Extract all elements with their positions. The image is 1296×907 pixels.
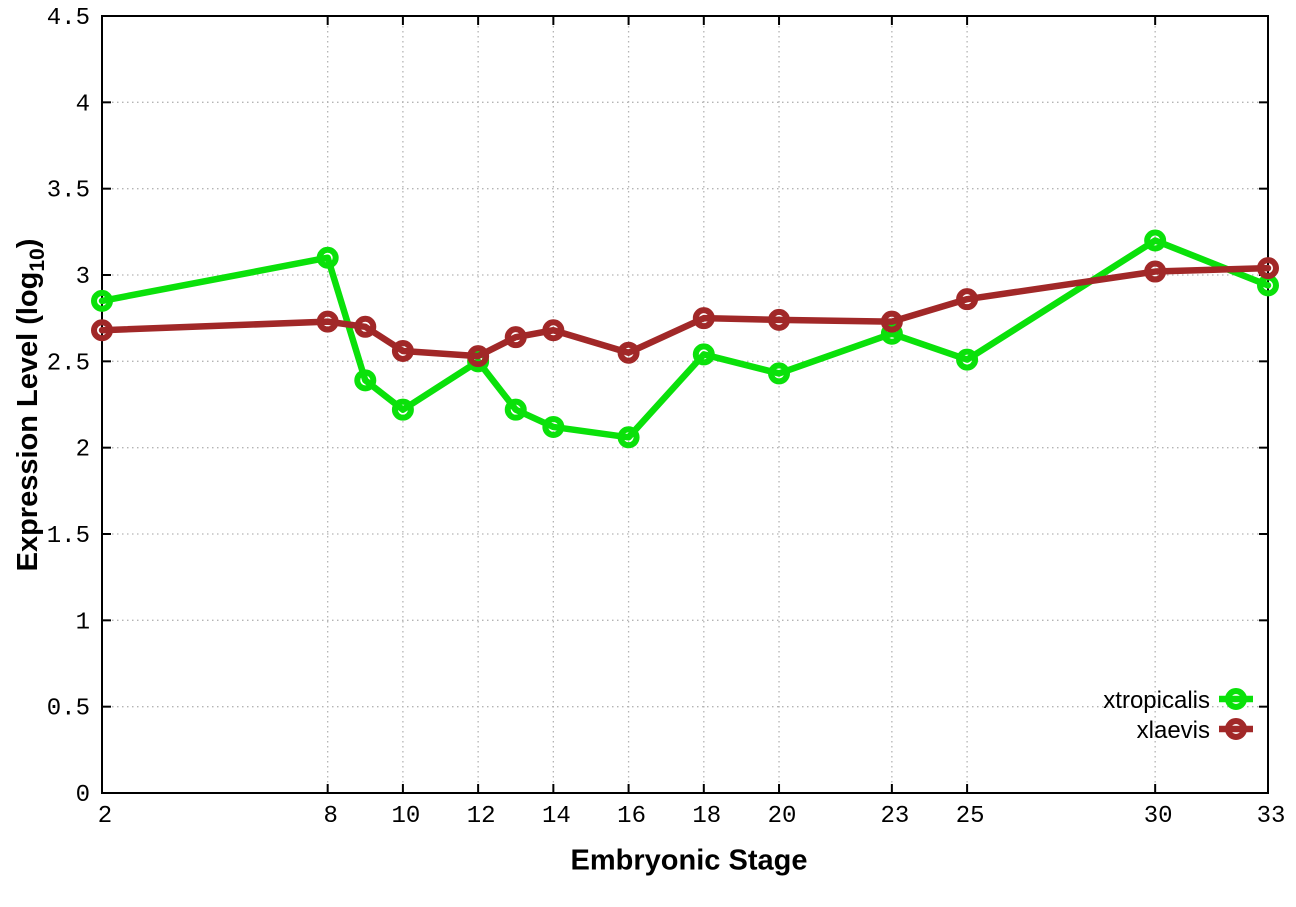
y-axis-title: Expression Level (log10) xyxy=(12,239,50,572)
data-point-xlaevis xyxy=(692,307,715,330)
data-point-xlaevis xyxy=(504,326,527,349)
data-point-xlaevis xyxy=(1257,257,1279,280)
data-point-xlaevis xyxy=(391,339,414,362)
data-point-xlaevis xyxy=(768,308,791,331)
x-tick-label: 23 xyxy=(880,803,909,830)
y-axis-title-suffix: ) xyxy=(12,238,45,249)
y-tick-label: 0 xyxy=(76,782,90,809)
data-point-xtropicalis xyxy=(354,369,377,392)
y-tick-label: 2.5 xyxy=(47,350,90,377)
data-point-xtropicalis xyxy=(956,348,979,371)
data-point-xtropicalis xyxy=(316,246,339,269)
data-point-xtropicalis xyxy=(504,398,527,421)
x-tick-label: 16 xyxy=(617,803,646,830)
plot-border xyxy=(101,15,1269,794)
y-tick-label: 1.5 xyxy=(47,523,90,550)
data-point-xtropicalis xyxy=(542,415,565,438)
y-tick-label: 3.5 xyxy=(47,178,90,205)
x-tick-label: 8 xyxy=(323,803,337,830)
data-point-xlaevis xyxy=(880,310,903,333)
legend-marker-xtropicalis xyxy=(1225,688,1247,710)
y-tick-label: 0.5 xyxy=(47,696,90,723)
data-point-xlaevis xyxy=(354,315,377,338)
data-point-xlaevis xyxy=(467,345,490,368)
data-point-xlaevis xyxy=(1144,260,1167,283)
y-tick-label: 2 xyxy=(76,437,90,464)
data-point-xtropicalis xyxy=(880,322,903,345)
data-point-xlaevis xyxy=(91,319,113,342)
data-point-xlaevis xyxy=(316,310,339,333)
x-tick-label: 20 xyxy=(768,803,797,830)
data-point-xtropicalis xyxy=(1144,229,1167,252)
series-line-xlaevis xyxy=(98,264,1272,360)
x-tick-label: 18 xyxy=(692,803,721,830)
data-point-xtropicalis xyxy=(617,426,640,449)
legend-label-xtropicalis: xtropicalis xyxy=(1103,687,1210,714)
data-point-xtropicalis xyxy=(768,362,791,385)
data-point-xlaevis xyxy=(542,319,565,342)
data-point-xtropicalis xyxy=(91,289,113,312)
x-tick-label: 2 xyxy=(98,803,112,830)
data-point-xtropicalis xyxy=(391,398,414,421)
x-tick-label: 10 xyxy=(391,803,420,830)
y-tick-label: 4 xyxy=(76,91,90,118)
data-point-xlaevis xyxy=(617,341,640,364)
y-tick-label: 1 xyxy=(76,609,90,636)
data-point-xtropicalis xyxy=(692,343,715,366)
x-tick-label: 14 xyxy=(542,803,571,830)
x-axis-title: Embryonic Stage xyxy=(570,844,808,877)
x-tick-label: 12 xyxy=(467,803,496,830)
series-line-xtropicalis xyxy=(98,237,1272,441)
legend-marker-xlaevis xyxy=(1225,718,1247,740)
legend-label-xlaevis: xlaevis xyxy=(1137,717,1210,744)
y-tick-label: 4.5 xyxy=(47,5,90,32)
y-axis-title-text: Expression Level (log xyxy=(12,271,45,572)
x-tick-label: 25 xyxy=(956,803,985,830)
data-point-xlaevis xyxy=(956,288,979,311)
x-tick-label: 30 xyxy=(1144,803,1173,830)
y-tick-label: 3 xyxy=(76,264,90,291)
y-axis-title-subscript: 10 xyxy=(25,248,49,272)
x-tick-label: 33 xyxy=(1257,803,1286,830)
